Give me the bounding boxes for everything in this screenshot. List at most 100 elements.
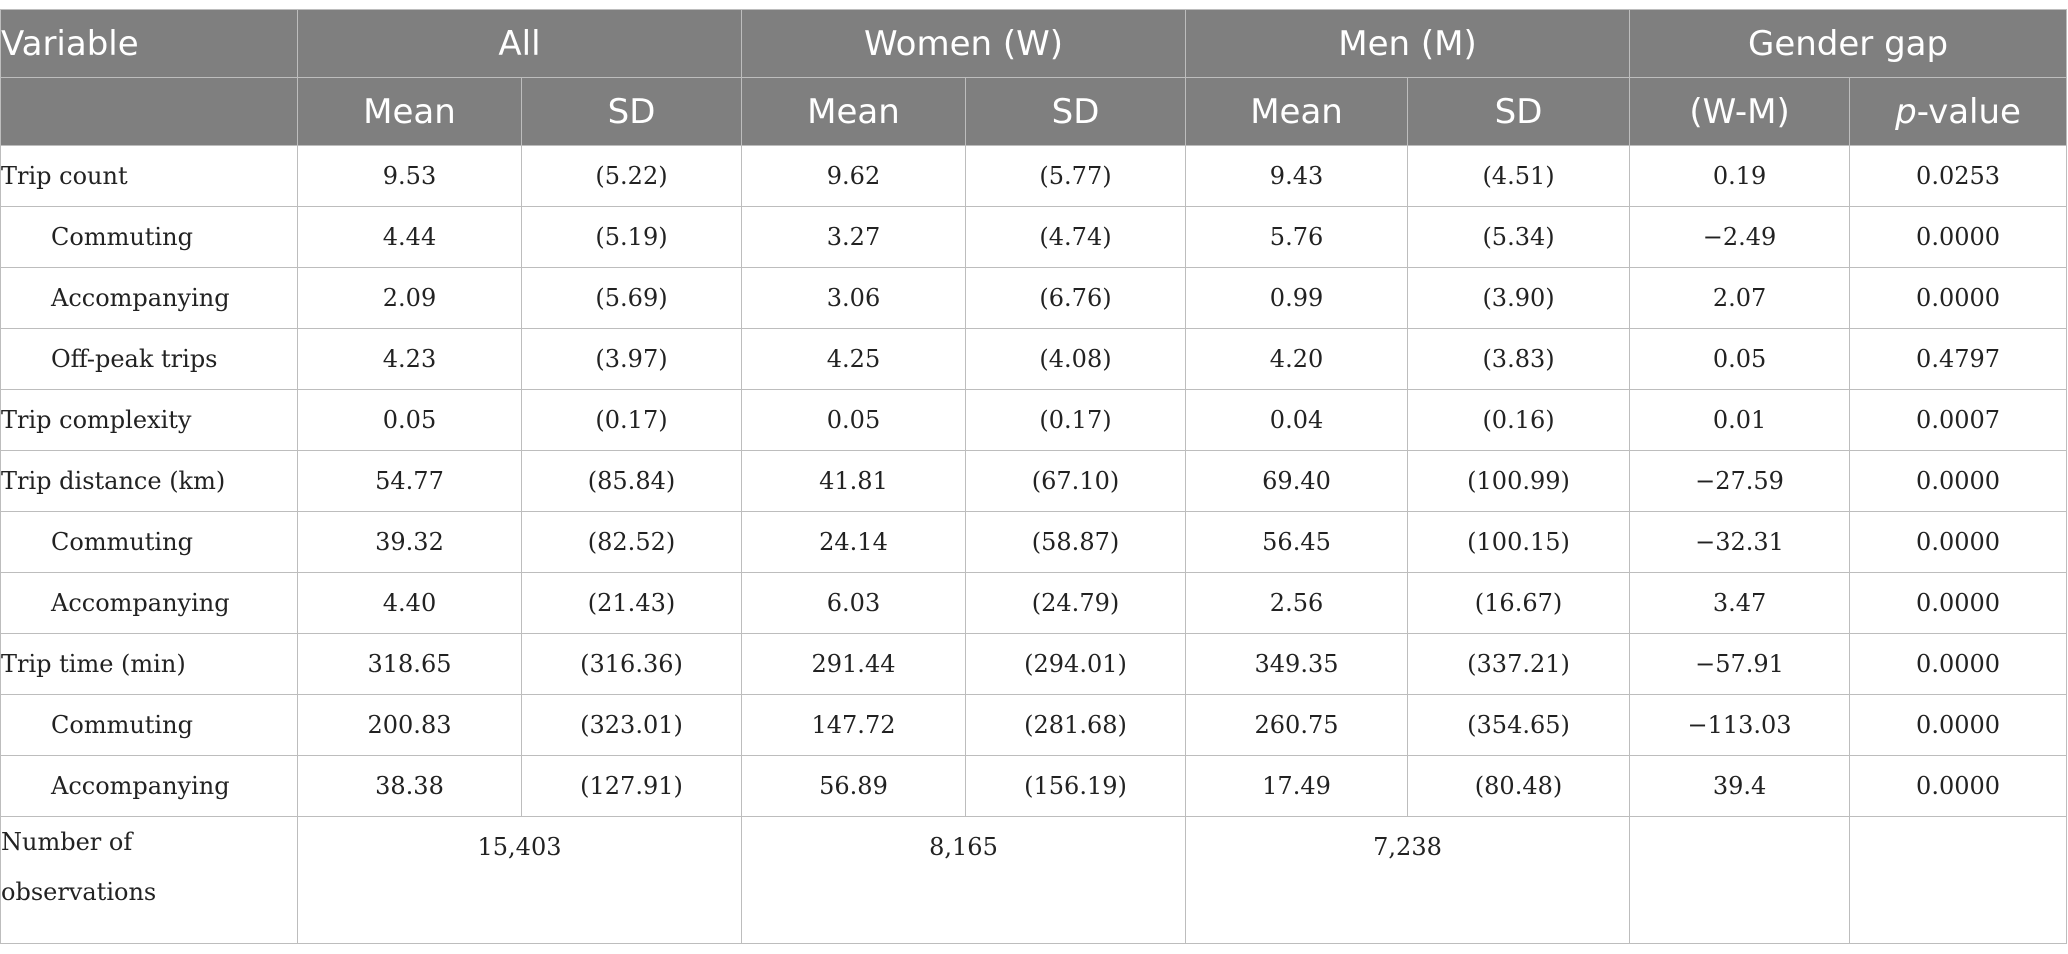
observations-gap-blank (1629, 816, 1851, 944)
row-label: Accompanying (0, 572, 298, 634)
subheader-gap-difference: (W-M) (1629, 77, 1851, 146)
cell-women-sd: (281.68) (964, 694, 1187, 756)
table-row: Commuting 39.32 (82.52) 24.14 (58.87) 56… (0, 511, 2068, 573)
cell-men-mean: 69.40 (1185, 450, 1409, 512)
cell-all-mean: 0.05 (297, 389, 522, 451)
cell-women-mean: 0.05 (741, 389, 966, 451)
cell-gap: −2.49 (1629, 206, 1851, 268)
cell-men-mean: 4.20 (1185, 328, 1409, 390)
cell-all-sd: (5.22) (521, 145, 742, 207)
cell-women-mean: 56.89 (741, 755, 966, 817)
cell-all-sd: (127.91) (521, 755, 742, 817)
row-label: Commuting (0, 694, 298, 756)
table-row: Off-peak trips 4.23 (3.97) 4.25 (4.08) 4… (0, 328, 2068, 390)
cell-women-mean: 4.25 (741, 328, 966, 390)
cell-all-sd: (21.43) (521, 572, 742, 634)
cell-gap: −32.31 (1629, 511, 1851, 573)
table-row: Commuting 200.83 (323.01) 147.72 (281.68… (0, 694, 2068, 756)
pvalue-p: p (1895, 91, 1917, 132)
header-row-stats: Mean SD Mean SD Mean SD (W-M) p-value (0, 77, 2068, 146)
cell-all-mean: 4.40 (297, 572, 522, 634)
cell-women-sd: (6.76) (964, 267, 1187, 329)
cell-pvalue: 0.4797 (1849, 328, 2068, 390)
cell-men-mean: 17.49 (1185, 755, 1409, 817)
cell-men-mean: 260.75 (1185, 694, 1409, 756)
table-row: Accompanying 4.40 (21.43) 6.03 (24.79) 2… (0, 572, 2068, 634)
cell-pvalue: 0.0000 (1849, 755, 2068, 817)
cell-all-mean: 2.09 (297, 267, 522, 329)
cell-all-mean: 39.32 (297, 511, 522, 573)
cell-gap: 3.47 (1629, 572, 1851, 634)
row-label: Commuting (0, 511, 298, 573)
row-label: Trip count (0, 145, 298, 207)
subheader-men-mean: Mean (1185, 77, 1409, 146)
cell-men-mean: 2.56 (1185, 572, 1409, 634)
cell-all-mean: 200.83 (297, 694, 522, 756)
variable-header-blank (0, 77, 298, 146)
row-label: Off-peak trips (0, 328, 298, 390)
subheader-gap-pvalue: p-value (1849, 77, 2068, 146)
table-row: Commuting 4.44 (5.19) 3.27 (4.74) 5.76 (… (0, 206, 2068, 268)
cell-all-sd: (82.52) (521, 511, 742, 573)
cell-women-mean: 9.62 (741, 145, 966, 207)
cell-gap: 0.01 (1629, 389, 1851, 451)
cell-women-sd: (4.74) (964, 206, 1187, 268)
subheader-women-mean: Mean (741, 77, 966, 146)
cell-pvalue: 0.0000 (1849, 267, 2068, 329)
cell-all-sd: (0.17) (521, 389, 742, 451)
group-header-gender-gap: Gender gap (1629, 9, 2068, 78)
cell-men-sd: (100.99) (1407, 450, 1631, 512)
group-header-all: All (297, 9, 742, 78)
cell-men-sd: (16.67) (1407, 572, 1631, 634)
cell-women-mean: 147.72 (741, 694, 966, 756)
subheader-all-mean: Mean (297, 77, 522, 146)
cell-men-sd: (5.34) (1407, 206, 1631, 268)
cell-women-mean: 291.44 (741, 633, 966, 695)
cell-women-mean: 3.06 (741, 267, 966, 329)
cell-all-mean: 38.38 (297, 755, 522, 817)
cell-gap: −113.03 (1629, 694, 1851, 756)
summary-statistics-table: Variable All Women (W) Men (M) Gender ga… (0, 9, 2068, 944)
cell-all-mean: 4.44 (297, 206, 522, 268)
group-header-men: Men (M) (1185, 9, 1631, 78)
cell-pvalue: 0.0253 (1849, 145, 2068, 207)
observations-label: Number of observations (0, 816, 298, 944)
cell-pvalue: 0.0000 (1849, 511, 2068, 573)
cell-women-mean: 3.27 (741, 206, 966, 268)
cell-women-sd: (5.77) (964, 145, 1187, 207)
cell-all-sd: (316.36) (521, 633, 742, 695)
cell-men-mean: 0.99 (1185, 267, 1409, 329)
row-label: Accompanying (0, 267, 298, 329)
subheader-all-sd: SD (521, 77, 742, 146)
cell-men-sd: (100.15) (1407, 511, 1631, 573)
row-label: Trip distance (km) (0, 450, 298, 512)
variable-header: Variable (0, 9, 298, 78)
cell-all-sd: (323.01) (521, 694, 742, 756)
cell-women-mean: 41.81 (741, 450, 966, 512)
cell-men-sd: (3.83) (1407, 328, 1631, 390)
cell-women-sd: (156.19) (964, 755, 1187, 817)
table-row: Trip distance (km) 54.77 (85.84) 41.81 (… (0, 450, 2068, 512)
observations-women: 8,165 (740, 816, 1187, 944)
cell-men-mean: 56.45 (1185, 511, 1409, 573)
cell-gap: 2.07 (1629, 267, 1851, 329)
group-header-women: Women (W) (740, 9, 1187, 78)
observations-label-line1: Number of (1, 828, 133, 856)
table-row: Trip count 9.53 (5.22) 9.62 (5.77) 9.43 … (0, 145, 2068, 207)
table-row: Accompanying 2.09 (5.69) 3.06 (6.76) 0.9… (0, 267, 2068, 329)
cell-men-sd: (354.65) (1407, 694, 1631, 756)
cell-all-mean: 9.53 (297, 145, 522, 207)
cell-pvalue: 0.0000 (1849, 572, 2068, 634)
header-row-groups: Variable All Women (W) Men (M) Gender ga… (0, 9, 2068, 78)
cell-pvalue: 0.0000 (1849, 633, 2068, 695)
cell-men-sd: (337.21) (1407, 633, 1631, 695)
cell-men-mean: 5.76 (1185, 206, 1409, 268)
cell-women-sd: (67.10) (964, 450, 1187, 512)
observations-row: Number of observations 15,403 8,165 7,23… (0, 816, 2068, 944)
table-row: Trip complexity 0.05 (0.17) 0.05 (0.17) … (0, 389, 2068, 451)
cell-pvalue: 0.0000 (1849, 206, 2068, 268)
cell-all-sd: (85.84) (521, 450, 742, 512)
cell-men-sd: (4.51) (1407, 145, 1631, 207)
pvalue-suffix: -value (1916, 91, 2021, 132)
row-label: Accompanying (0, 755, 298, 817)
